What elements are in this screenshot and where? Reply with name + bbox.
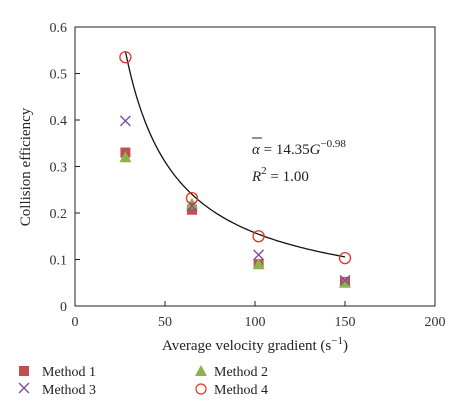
fit-equation: α = 14.35G−0.98 R2 = 1.00: [251, 137, 346, 185]
data-point-method-3: [339, 274, 351, 286]
legend: Method 1 Method 3 Method 2 Method 4: [18, 365, 268, 398]
y-tick-label: 0.6: [50, 21, 68, 36]
r2-rhs: = 1.00: [267, 169, 309, 185]
data-point-method-3: [119, 115, 131, 127]
y-tick-label: 0.4: [50, 114, 68, 129]
legend-label-method-4: Method 4: [214, 383, 268, 398]
r2-var: R: [251, 169, 261, 185]
eq-alpha: α: [252, 142, 261, 158]
svg-text:R2 = 1.00: R2 = 1.00: [251, 165, 309, 185]
legend-label-method-1: Method 1: [42, 365, 96, 380]
x-axis-title-exp: −1: [331, 335, 343, 347]
legend-marker-method-2: [195, 365, 207, 376]
legend-marker-method-3: [18, 382, 30, 394]
data-point-method-3: [253, 249, 265, 261]
legend-item-method-4: Method 4: [195, 383, 268, 398]
legend-marker-method-1: [19, 366, 29, 376]
y-tick-label: 0: [60, 300, 67, 315]
x-tick-label: 50: [158, 315, 172, 330]
x-tick-label: 150: [335, 315, 356, 330]
legend-label-method-2: Method 2: [214, 365, 268, 380]
legend-item-method-2: Method 2: [195, 365, 268, 380]
eq-var: G: [310, 142, 321, 158]
y-axis-title: Collision efficiency: [18, 107, 34, 226]
legend-label-method-3: Method 3: [42, 383, 96, 398]
y-tick-label: 0.2: [50, 207, 68, 222]
svg-text:α = 14.35G−0.98: α = 14.35G−0.98: [252, 138, 346, 158]
data-point-method-4: [252, 230, 265, 243]
data-point-method-1: [187, 204, 197, 215]
y-tick-label: 0.5: [50, 68, 68, 83]
x-axis-title-close: ): [343, 338, 348, 354]
y-tick-label: 0.3: [50, 161, 68, 176]
x-axis-title: Average velocity gradient (s−1): [162, 335, 348, 354]
data-point-method-4: [185, 191, 199, 205]
eq-mid: = 14.35: [260, 142, 310, 158]
data-point-method-4: [119, 51, 132, 64]
x-tick-label: 200: [425, 315, 446, 330]
data-point-method-2: [252, 258, 265, 270]
r2-exp: 2: [261, 165, 267, 177]
x-axis-title-main: Average velocity gradient (s: [162, 338, 331, 354]
legend-marker-method-4: [195, 383, 207, 395]
legend-item-method-1: Method 1: [19, 365, 96, 380]
y-tick-label: 0.1: [50, 254, 68, 269]
x-tick-label: 0: [72, 315, 79, 330]
x-tick-label: 100: [245, 315, 266, 330]
data-point-method-4: [338, 251, 352, 265]
fit-curve: [124, 51, 346, 258]
eq-exp: −0.98: [320, 138, 346, 150]
data-point-method-2: [339, 276, 351, 288]
data-point-method-2: [119, 151, 132, 163]
legend-item-method-3: Method 3: [18, 382, 96, 398]
